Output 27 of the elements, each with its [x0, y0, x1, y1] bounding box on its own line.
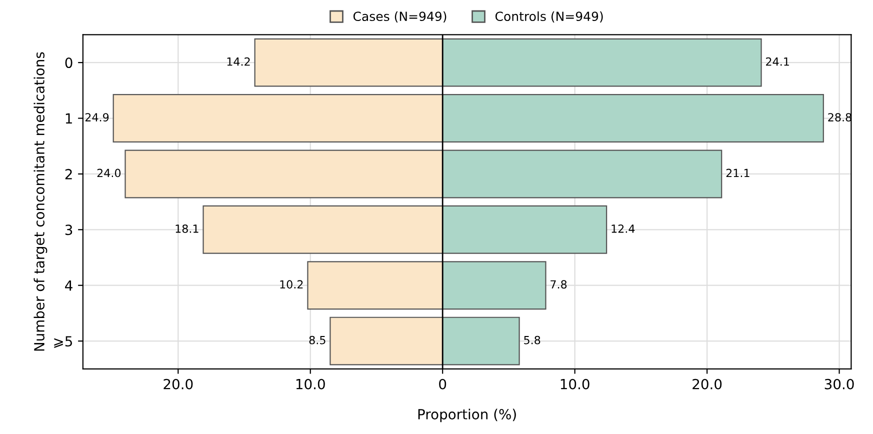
x-tick-label: 30.0: [824, 378, 854, 390]
data-label: 12.4: [612, 224, 635, 233]
x-tick-label: 20.0: [164, 378, 193, 390]
data-label: 8.5: [309, 336, 326, 344]
data-label: 18.1: [176, 224, 198, 233]
y-axis-title: Number of target concomitant medications: [34, 52, 48, 351]
legend-label: Controls (N=949): [495, 11, 603, 23]
data-label: 10.2: [280, 280, 303, 289]
x-tick-label: 0: [439, 378, 446, 390]
x-tick-label: 10.0: [296, 378, 325, 390]
data-label: 7.8: [550, 280, 567, 289]
y-tick-label: ⩾5: [54, 336, 72, 348]
y-tick-label: 2: [65, 168, 72, 180]
y-tick-label: 1: [66, 113, 72, 124]
legend-label: Cases (N=949): [353, 11, 446, 23]
data-label: 21.1: [726, 168, 750, 178]
data-label: 14.2: [227, 57, 250, 66]
data-label: 24.1: [766, 57, 789, 66]
y-tick-label: 3: [65, 224, 72, 236]
y-tick-label: 0: [65, 58, 72, 68]
data-label: 24.9: [85, 113, 109, 122]
y-tick-label: 4: [65, 280, 72, 291]
data-label: 5.8: [524, 336, 540, 344]
x-tick-label: 20.0: [692, 378, 722, 390]
x-tick-label: 10.0: [560, 378, 590, 390]
x-axis-title: Proportion (%): [418, 408, 516, 422]
data-label: 24.0: [97, 168, 121, 178]
